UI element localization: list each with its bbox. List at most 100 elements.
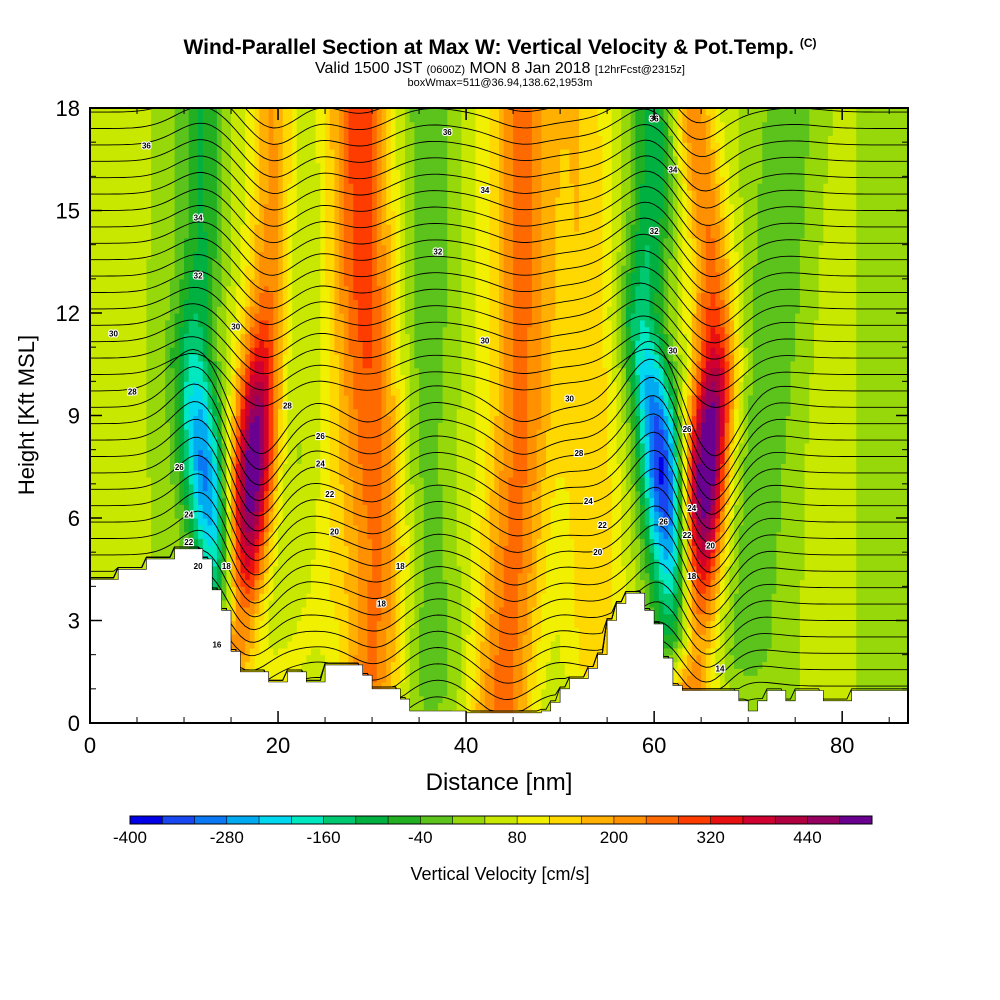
isentrope-label-text: 26 bbox=[683, 425, 692, 434]
isentrope-label-text: 24 bbox=[584, 497, 593, 506]
isentrope-label-text: 16 bbox=[212, 640, 221, 649]
isentrope-label-text: 36 bbox=[142, 142, 151, 151]
chart-title-main: Wind-Parallel Section at Max W: Vertical… bbox=[183, 36, 794, 59]
colorbar-tick-label: 440 bbox=[793, 828, 821, 847]
chart-title-unit-tag: (C) bbox=[799, 36, 817, 50]
colorbar-swatch bbox=[291, 816, 324, 824]
isentrope-label-text: 24 bbox=[316, 459, 325, 468]
valid-utc: (0600Z) bbox=[426, 64, 466, 76]
isentrope-label: 34 bbox=[479, 185, 491, 196]
isentrope-label-text: 26 bbox=[316, 432, 325, 441]
y-tick-label: 9 bbox=[68, 404, 80, 429]
colorbar-swatch bbox=[517, 816, 550, 824]
colorbar-swatch bbox=[226, 816, 260, 824]
colorbar-swatch bbox=[646, 816, 679, 824]
colorbar: -400 -280 -160 -40 80 200 320 440 bbox=[113, 815, 873, 847]
colorbar-swatch bbox=[484, 816, 518, 824]
isentrope-line bbox=[90, 108, 908, 162]
isentrope-line bbox=[90, 348, 908, 408]
isentrope-label: 22 bbox=[681, 530, 693, 541]
colorbar-label: Vertical Velocity [cm/s] bbox=[410, 864, 589, 884]
isentrope-label-text: 30 bbox=[565, 394, 574, 403]
isentrope-label-text: 30 bbox=[231, 323, 240, 332]
colorbar-swatch bbox=[420, 816, 454, 824]
isentrope-label: 22 bbox=[324, 489, 336, 500]
colorbar-swatch bbox=[839, 816, 873, 824]
isentrope-label-text: 28 bbox=[574, 449, 583, 458]
isentrope-label: 24 bbox=[583, 496, 595, 507]
x-axis-label: Distance [nm] bbox=[426, 769, 573, 796]
isentrope-label: 18 bbox=[376, 598, 388, 609]
colorbar-swatch bbox=[130, 816, 163, 824]
x-tick-label: 60 bbox=[642, 733, 666, 758]
isentrope-label: 24 bbox=[315, 458, 327, 469]
colorbar-swatch bbox=[194, 816, 228, 824]
terrain bbox=[89, 548, 909, 724]
isentropes bbox=[90, 108, 908, 712]
isentrope-label: 36 bbox=[442, 127, 454, 138]
isentrope-label: 26 bbox=[315, 431, 327, 442]
isentrope-line bbox=[90, 139, 908, 195]
isentrope-label: 18 bbox=[395, 561, 407, 572]
isentrope-label-text: 32 bbox=[650, 227, 659, 236]
isentrope-line bbox=[90, 108, 908, 145]
isentrope-line bbox=[90, 546, 908, 643]
isentrope-line bbox=[90, 358, 908, 472]
colorbar-tick-label: -400 bbox=[113, 828, 147, 847]
isentrope-label: 30 bbox=[479, 335, 491, 346]
y-tick-label: 3 bbox=[68, 609, 80, 634]
isentrope-label: 30 bbox=[564, 393, 576, 404]
colorbar-swatch bbox=[710, 816, 744, 824]
isentrope-label-text: 30 bbox=[480, 336, 489, 345]
isentrope-line bbox=[90, 486, 908, 576]
isentrope-label-text: 28 bbox=[283, 401, 292, 410]
isentrope-label: 28 bbox=[282, 400, 294, 411]
isentrope-label-text: 36 bbox=[443, 128, 452, 137]
isentrope-label-text: 24 bbox=[184, 511, 193, 520]
isentrope-line bbox=[90, 468, 908, 561]
colorbar-tick-label: -280 bbox=[210, 828, 244, 847]
isentrope-line bbox=[90, 266, 908, 327]
isentrope-label-text: 24 bbox=[687, 504, 696, 513]
isentrope-line bbox=[90, 233, 908, 294]
colorbar-swatch bbox=[388, 816, 421, 824]
colorbar-swatch bbox=[807, 816, 841, 824]
colorbar-swatch bbox=[742, 816, 776, 824]
isentrope-label-text: 34 bbox=[480, 186, 489, 195]
colorbar-tick-label: 80 bbox=[508, 828, 527, 847]
isentrope-line bbox=[90, 340, 908, 457]
chart-subtitle: Valid 1500 JST (0600Z) MON 8 Jan 2018 [1… bbox=[0, 60, 1000, 78]
isentrope-label-text: 20 bbox=[330, 528, 339, 537]
isentrope-label-text: 28 bbox=[128, 388, 137, 397]
isentrope-label: 18 bbox=[686, 571, 698, 582]
isentrope-label-text: 18 bbox=[396, 562, 405, 571]
isentrope-line bbox=[90, 377, 908, 486]
isentrope-label: 20 bbox=[705, 540, 717, 551]
isentrope-label-text: 26 bbox=[659, 517, 668, 526]
isentrope-line bbox=[90, 122, 908, 178]
forecast-tag: [12hrFcst@2315z] bbox=[594, 64, 685, 76]
chart-title: Wind-Parallel Section at Max W: Vertical… bbox=[0, 36, 1000, 60]
isentrope-label: 36 bbox=[141, 140, 153, 151]
isentrope-label: 18 bbox=[221, 561, 233, 572]
isentrope-line bbox=[90, 155, 908, 211]
isentrope-label: 26 bbox=[174, 462, 186, 473]
isentrope-label: 30 bbox=[667, 345, 679, 356]
isentrope-label-text: 26 bbox=[175, 463, 184, 472]
valid-date: MON 8 Jan 2018 bbox=[469, 60, 591, 77]
box-wmax-info: boxWmax=511@36.94,138.62,1953m bbox=[407, 77, 593, 89]
isentrope-label-text: 32 bbox=[433, 248, 442, 257]
isentrope-label: 14 bbox=[714, 663, 726, 674]
isentrope-line bbox=[90, 315, 908, 376]
x-tick-label: 20 bbox=[266, 733, 290, 758]
y-tick-label: 12 bbox=[56, 301, 80, 326]
y-axis-label: Height [Kft MSL] bbox=[14, 335, 39, 495]
isentrope-label: 32 bbox=[432, 246, 444, 257]
isentrope-label-text: 22 bbox=[184, 538, 193, 547]
isentrope-label: 32 bbox=[193, 270, 205, 281]
isentrope-line bbox=[90, 431, 908, 532]
colorbar-swatch bbox=[678, 816, 712, 824]
isentrope-line bbox=[90, 546, 908, 631]
isentrope-label-text: 34 bbox=[668, 166, 677, 175]
isentrope-label-text: 22 bbox=[325, 490, 334, 499]
